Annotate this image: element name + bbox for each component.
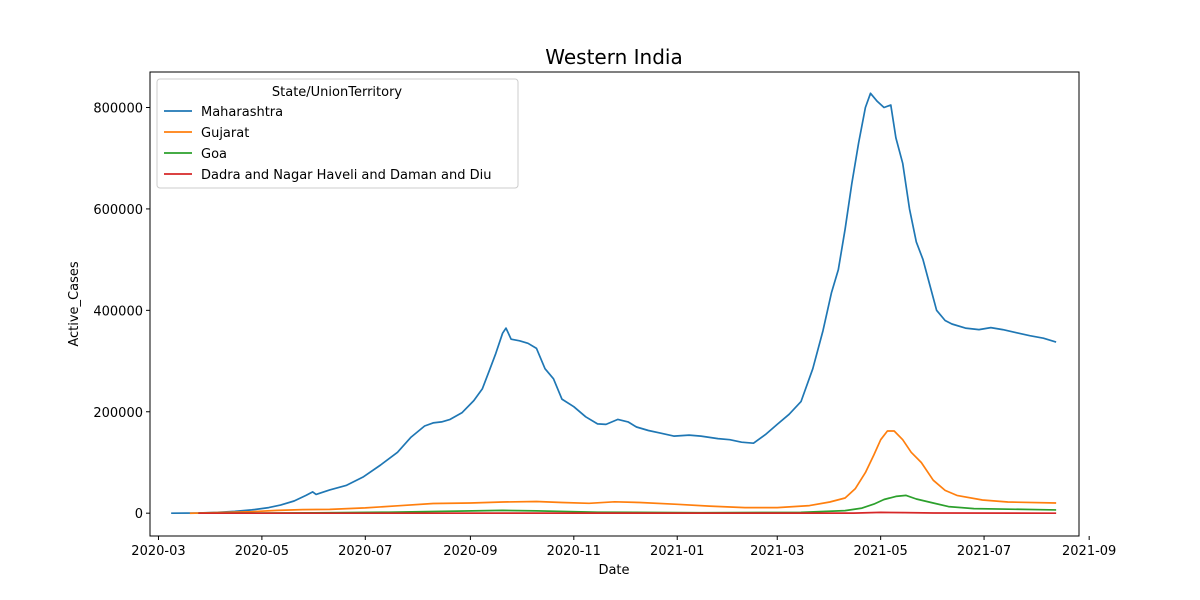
x-tick-label: 2020-05 xyxy=(235,544,289,559)
x-tick-label: 2020-11 xyxy=(547,544,601,559)
y-tick-label: 600000 xyxy=(93,203,143,218)
legend-label-0: Maharashtra xyxy=(201,105,283,120)
x-tick-label: 2020-03 xyxy=(131,544,185,559)
y-axis: 0 200000 400000 600000 800000 xyxy=(93,101,150,522)
series-line-2 xyxy=(198,494,1057,515)
y-tick-label: 400000 xyxy=(93,304,143,319)
x-axis-title: Date xyxy=(598,563,629,578)
y-tick-label: 0 xyxy=(135,507,143,522)
legend: State/UnionTerritory Maharashtra Gujarat G… xyxy=(156,78,519,189)
x-axis: 2020-03 2020-05 2020-07 2020-09 2020-11 2021-… xyxy=(131,536,1116,559)
y-axis-title: Active_Cases xyxy=(67,261,82,347)
legend-items: Maharashtra Gujarat Goa Dadra and Nagar Hav… xyxy=(164,105,491,183)
x-tick-label: 2021-05 xyxy=(853,544,907,559)
legend-label-1: Gujarat xyxy=(201,126,249,141)
series-line-3 xyxy=(198,511,1057,515)
x-tick-label: 2020-09 xyxy=(443,544,497,559)
x-tick-label: 2021-03 xyxy=(750,544,804,559)
y-tick-label: 200000 xyxy=(93,406,143,421)
legend-box xyxy=(156,78,519,189)
chart-title: Western India xyxy=(545,45,682,69)
series-line-0 xyxy=(171,92,1057,515)
legend-label-3: Dadra and Nagar Haveli and Daman and Diu xyxy=(201,168,491,183)
x-tick-label: 2020-07 xyxy=(338,544,392,559)
plot-frame xyxy=(149,71,1080,537)
legend-title: State/UnionTerritory xyxy=(272,85,403,100)
legend-label-2: Goa xyxy=(201,147,227,162)
x-tick-label: 2021-07 xyxy=(957,544,1011,559)
y-tick-label: 800000 xyxy=(93,101,143,116)
x-tick-label: 2021-09 xyxy=(1062,544,1116,559)
series-layer xyxy=(171,92,1057,515)
series-line-1 xyxy=(189,430,1057,515)
x-tick-label: 2021-01 xyxy=(650,544,704,559)
